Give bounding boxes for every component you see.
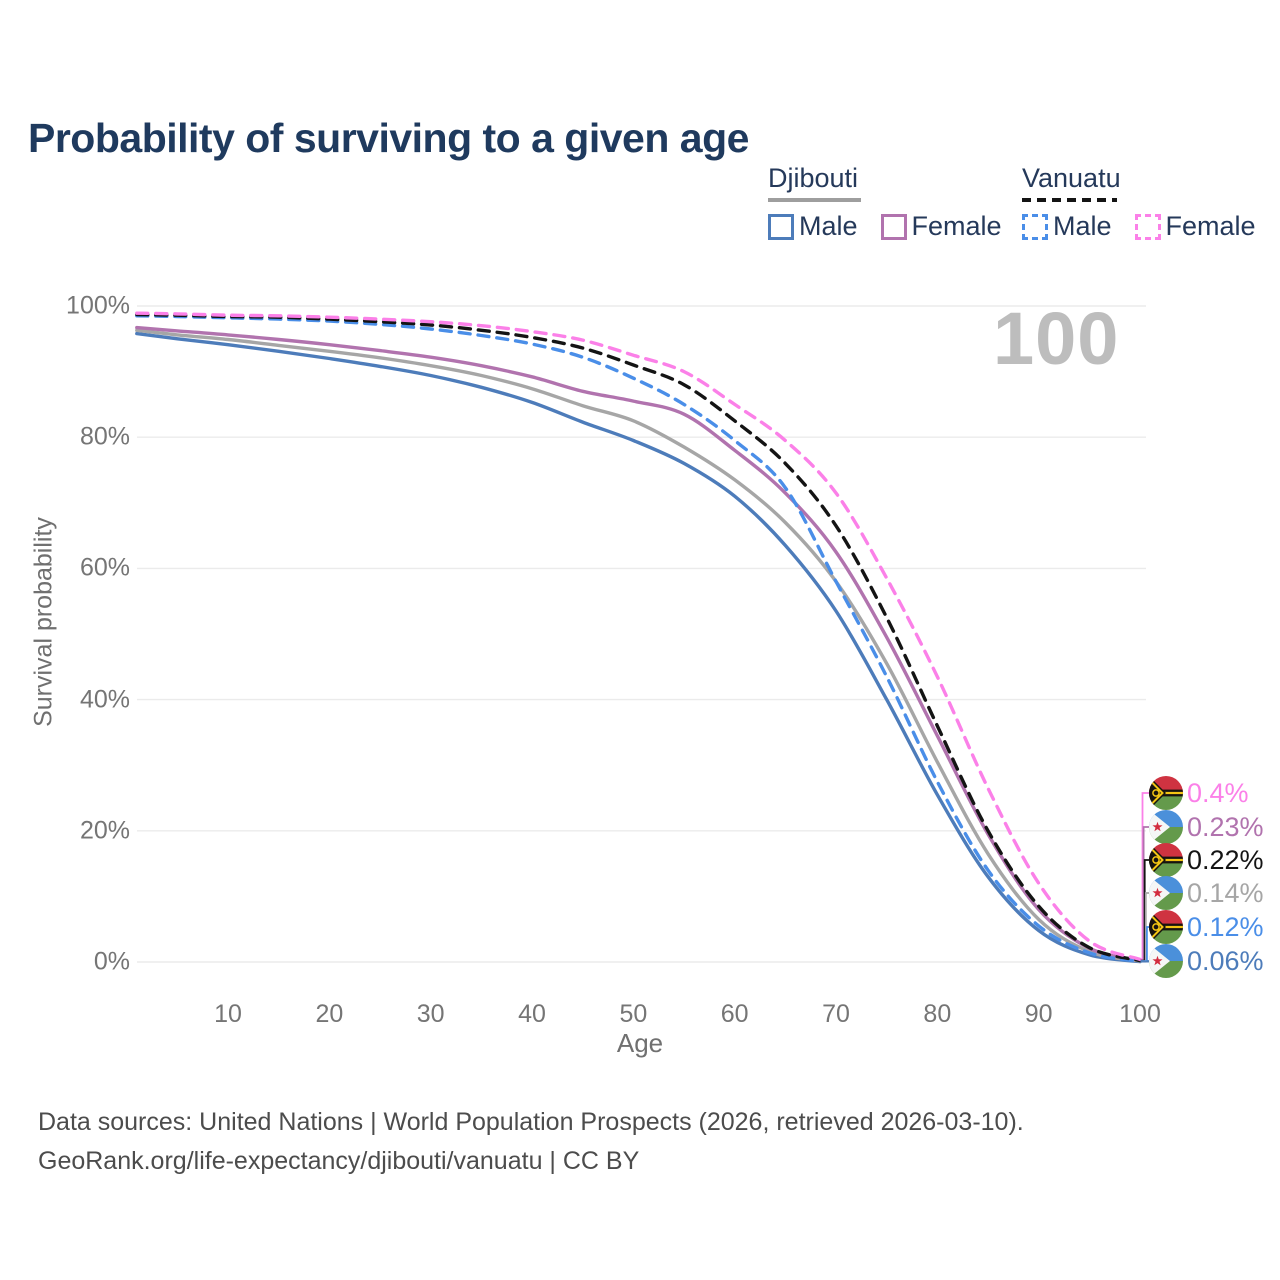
legend-item-label: Male <box>799 211 858 241</box>
age-watermark: 100 <box>993 297 1120 380</box>
djibouti-female-swatch-icon <box>880 213 907 240</box>
x-tick-label: 70 <box>822 1000 850 1028</box>
vanuatu-male-swatch-icon <box>1022 213 1048 240</box>
x-tick-label: 60 <box>720 1000 749 1028</box>
series-line-vanuatu-male <box>135 314 1142 963</box>
djibouti-male-swatch-icon <box>768 213 794 240</box>
vanuatu-flag-icon <box>1149 776 1183 810</box>
y-tick-label: 0% <box>93 947 130 976</box>
djibouti-flag-icon <box>1149 876 1183 910</box>
end-label-connector <box>1140 792 1150 961</box>
legend-item-vanuatu-male: Male <box>1022 211 1112 242</box>
legend-country-djibouti: Djibouti <box>768 163 859 193</box>
end-label-row: 0.06% <box>1149 944 1264 978</box>
series-line-djibouti-female <box>135 325 1142 963</box>
djibouti-line-style-sample <box>768 198 861 202</box>
end-label-value: 0.4% <box>1187 777 1249 808</box>
x-tick-label: 80 <box>923 1000 952 1028</box>
y-tick-label: 40% <box>79 685 130 714</box>
end-label-value: 0.22% <box>1187 844 1264 875</box>
y-tick-label: 80% <box>79 422 130 451</box>
vanuatu-flag-icon <box>1149 910 1183 944</box>
legend-item-djibouti-male: Male <box>768 211 858 242</box>
end-label-value: 0.14% <box>1187 877 1264 908</box>
y-axis-title: Survival probability <box>29 517 58 727</box>
x-tick-label: 20 <box>315 1000 344 1028</box>
series-line-vanuatu-both-sexes <box>135 312 1142 963</box>
x-tick-label: 30 <box>416 1000 445 1028</box>
y-tick-label: 20% <box>79 816 130 845</box>
end-label-row: 0.23% <box>1149 810 1264 844</box>
page-title: Probability of surviving to a given age <box>28 115 749 162</box>
legend-item-label: Female <box>1165 211 1256 241</box>
x-tick-label: 90 <box>1024 1000 1053 1028</box>
legend-country-vanuatu: Vanuatu <box>1022 163 1121 193</box>
end-label-value: 0.06% <box>1187 945 1264 976</box>
y-tick-label: 100% <box>66 291 130 320</box>
legend-group-djibouti: Djibouti Male Female <box>768 163 1002 242</box>
x-tick-label: 10 <box>214 1000 242 1028</box>
djibouti-flag-icon <box>1149 810 1183 844</box>
y-tick-label: 60% <box>79 553 130 582</box>
end-label-row: 0.14% <box>1149 876 1264 910</box>
legend-item-djibouti-female: Female <box>880 211 1002 242</box>
legend-item-vanuatu-female: Female <box>1134 211 1256 242</box>
footer-attribution: GeoRank.org/life-expectancy/djibouti/van… <box>38 1147 640 1175</box>
end-label-value: 0.12% <box>1187 911 1264 942</box>
djibouti-flag-icon <box>1149 944 1183 978</box>
x-axis-title: Age <box>616 1028 664 1058</box>
series-line-djibouti-male <box>135 331 1142 964</box>
end-label-row: 0.4% <box>1149 776 1249 810</box>
series-line-djibouti-both-sexes <box>135 328 1142 963</box>
end-label-row: 0.12% <box>1149 910 1264 944</box>
end-label-value: 0.23% <box>1187 811 1264 842</box>
legend-item-label: Female <box>911 211 1002 241</box>
vanuatu-flag-icon <box>1149 843 1183 877</box>
vanuatu-line-style-sample <box>1022 198 1117 202</box>
end-label-row: 0.22% <box>1149 843 1264 877</box>
x-tick-label: 40 <box>518 1000 546 1028</box>
legend-item-label: Male <box>1053 211 1112 241</box>
footer-sources: Data sources: United Nations | World Pop… <box>38 1108 1024 1136</box>
x-tick-label: 100 <box>1119 1000 1161 1028</box>
series-line-vanuatu-female <box>135 311 1142 962</box>
vanuatu-female-swatch-icon <box>1134 213 1161 240</box>
x-tick-label: 50 <box>619 1000 648 1028</box>
legend-group-vanuatu: Vanuatu Male Female <box>1022 163 1256 242</box>
